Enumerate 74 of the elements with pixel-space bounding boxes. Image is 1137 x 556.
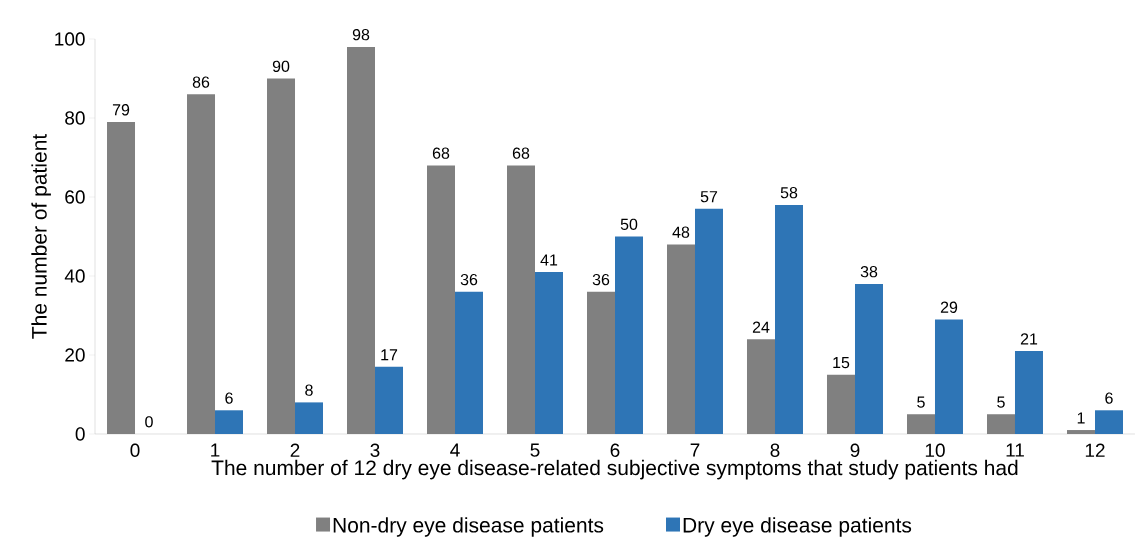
y-tick-label: 40	[64, 269, 85, 283]
y-tick-label: 100	[55, 32, 85, 46]
x-tick-label: 2	[290, 443, 300, 457]
x-tick-label: 8	[770, 443, 780, 457]
bar	[854, 283, 883, 434]
bar	[267, 78, 296, 434]
bar	[695, 208, 723, 434]
x-tick-label: 3	[370, 443, 380, 457]
data-label: 58	[780, 187, 798, 199]
bar	[906, 414, 935, 434]
data-label: 68	[432, 147, 450, 159]
x-tick-label: 9	[850, 443, 860, 457]
bar	[775, 204, 803, 434]
x-tick-label: 0	[130, 443, 140, 457]
data-label: 48	[672, 226, 690, 238]
y-tick-label: 80	[65, 111, 85, 125]
data-label: 86	[192, 76, 210, 88]
y-axis-title: The number of patient	[31, 133, 51, 339]
data-label: 57	[700, 191, 718, 203]
data-label: 24	[752, 321, 770, 333]
x-tick-label: 11	[1006, 443, 1024, 457]
x-tick-label: 4	[450, 443, 460, 457]
x-tick-label: 1	[211, 443, 220, 457]
bar	[347, 46, 375, 434]
bar	[826, 374, 855, 434]
data-label: 6	[225, 392, 233, 404]
bar	[455, 291, 483, 434]
x-tick-label: 6	[610, 443, 620, 457]
data-label: 36	[460, 273, 478, 286]
data-label: 0	[145, 416, 153, 428]
bar	[986, 414, 1015, 434]
bar	[1094, 410, 1123, 434]
x-tick-label: 7	[690, 443, 700, 457]
data-label: 50	[620, 218, 638, 230]
data-label: 98	[352, 29, 370, 41]
data-label: 5	[997, 396, 1005, 408]
data-label: 29	[940, 301, 958, 313]
legend-label: Non-dry eye disease patients	[333, 517, 604, 537]
x-axis-title: The number of 12 dry eye disease-related subjective symptoms that study patients had	[211, 459, 1018, 480]
data-label: 17	[381, 349, 398, 361]
bar	[667, 244, 695, 434]
x-tick-label: 5	[530, 443, 540, 457]
bar	[1014, 351, 1043, 434]
bar	[507, 165, 535, 434]
legend-label: Dry eye disease patients	[683, 517, 912, 537]
data-label: 68	[512, 147, 530, 159]
bar	[375, 366, 404, 434]
data-label: 41	[540, 254, 558, 266]
bar	[1066, 430, 1095, 434]
data-label: 6	[1105, 392, 1113, 404]
data-label: 38	[860, 266, 878, 278]
bar	[615, 236, 643, 434]
bar	[107, 121, 136, 434]
data-label: 15	[833, 357, 850, 369]
bar	[187, 94, 216, 434]
bar	[746, 339, 775, 434]
data-label: 21	[1020, 333, 1038, 345]
y-tick-label: 20	[65, 348, 85, 362]
bar	[934, 319, 963, 434]
y-tick-label: 60	[65, 190, 85, 204]
bar	[535, 272, 563, 434]
bar	[215, 410, 244, 434]
x-tick-label: 10	[925, 443, 945, 457]
data-label: 36	[592, 273, 610, 286]
bar	[295, 402, 324, 434]
y-tick-label: 0	[75, 427, 85, 441]
data-label: 90	[272, 60, 290, 72]
data-label: 79	[112, 104, 130, 116]
data-label: 5	[917, 396, 925, 408]
data-label: 1	[1077, 412, 1085, 424]
bar	[427, 165, 455, 434]
bar	[587, 291, 615, 434]
data-label: 8	[305, 384, 313, 396]
x-tick-label: 12	[1085, 443, 1105, 457]
